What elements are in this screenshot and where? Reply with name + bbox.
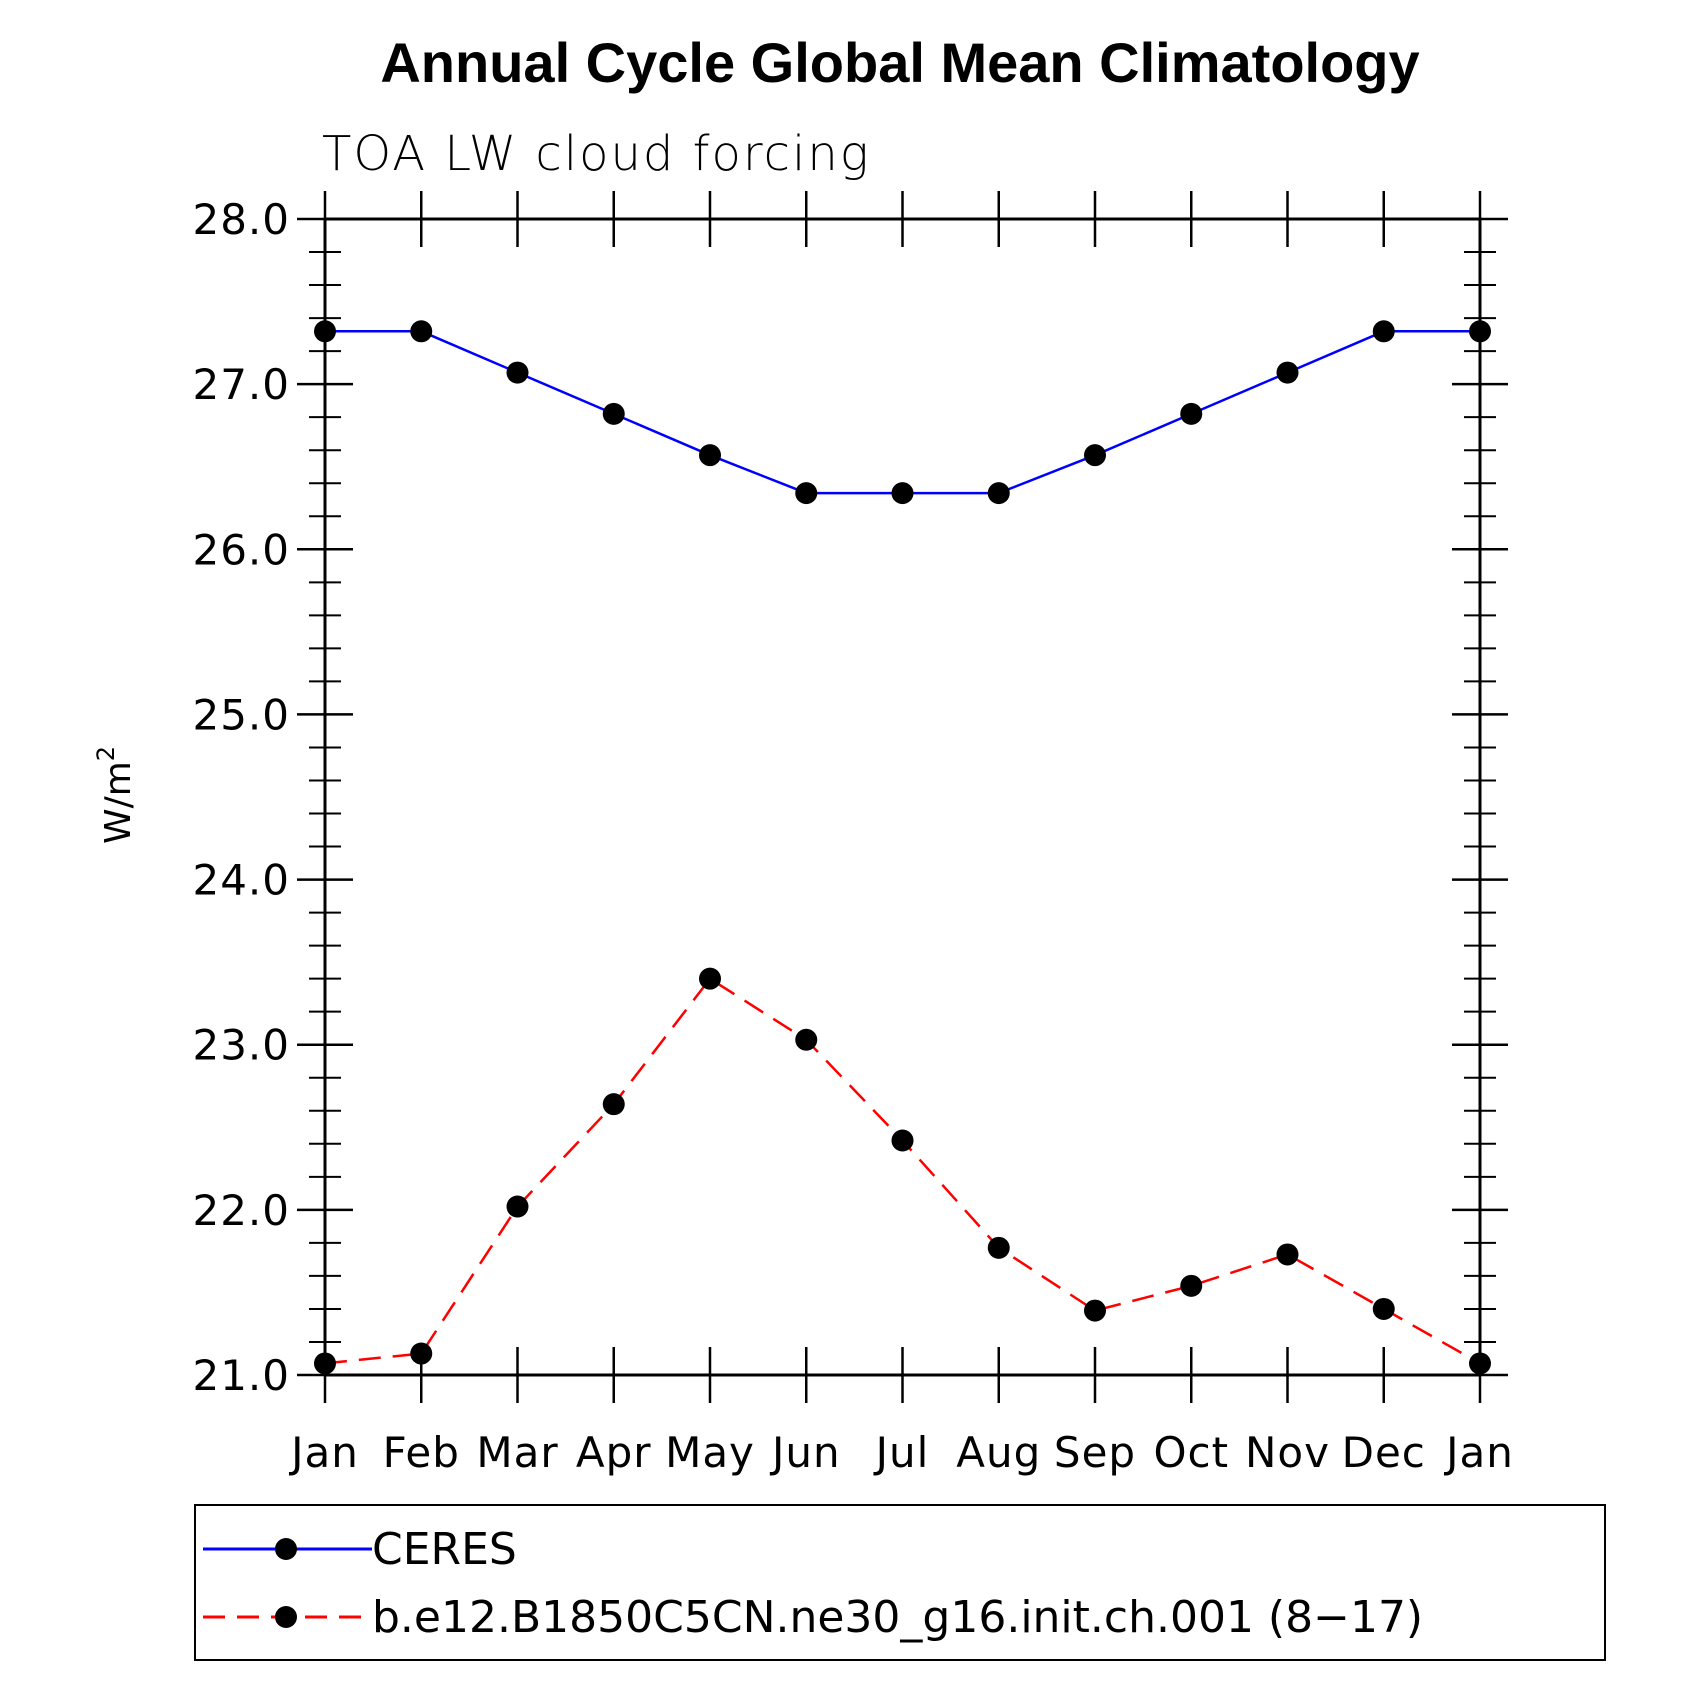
series-0-point: [891, 482, 914, 505]
series-0-point: [314, 320, 336, 343]
x-tick-label: Mar: [476, 1428, 558, 1477]
series-1-point: [314, 1352, 336, 1375]
x-tick-label: Apr: [576, 1428, 652, 1477]
series-1-point: [1084, 1299, 1106, 1322]
series-1-point: [1180, 1274, 1203, 1297]
y-axis-label: W/m2: [92, 746, 139, 844]
x-tick-labels: Jan Feb Mar Apr May Jun Jul Aug Sep Oct Nov Dec Jan: [288, 1428, 1514, 1477]
axis-ticks: [297, 191, 1508, 1403]
y-tick-label: 28.0: [192, 195, 290, 244]
y-axis-label-base: W/m: [98, 761, 139, 844]
x-tick-label: Oct: [1153, 1428, 1229, 1477]
y-tick-label: 24.0: [192, 856, 290, 905]
plot-border: [323, 217, 1482, 1377]
legend: CERES b.e12.B1850C5CN.ne30_g16.init.ch.0…: [194, 1504, 1606, 1661]
series-1-point: [699, 967, 721, 990]
y-tick-label: 27.0: [192, 360, 290, 409]
svg-text:W/m2: W/m2: [92, 746, 139, 844]
y-tick-labels: 21.0 22.0 23.0 24.0 25.0 26.0 27.0 28.0: [192, 195, 290, 1400]
series-0-point: [1372, 320, 1395, 343]
x-tick-label: May: [665, 1428, 755, 1477]
series-0-point: [795, 482, 818, 505]
series-1-point: [1276, 1243, 1299, 1266]
series-1-point: [506, 1195, 529, 1218]
x-tick-label: Jun: [769, 1428, 841, 1477]
series-1-point: [795, 1028, 818, 1051]
series-line-0: [325, 330, 1480, 495]
legend-label-model: b.e12.B1850C5CN.ne30_g16.init.ch.001 (8−…: [372, 1592, 1423, 1643]
chart-subtitle: TOA LW cloud forcing: [322, 126, 871, 182]
series-0-point: [1084, 444, 1106, 467]
x-tick-label: Jan: [1443, 1428, 1514, 1477]
series-0-point: [1276, 361, 1299, 384]
series-1-point: [410, 1342, 433, 1365]
legend-label-ceres: CERES: [372, 1524, 517, 1575]
legend-marker-model: [275, 1606, 297, 1628]
series-1-point: [1469, 1352, 1491, 1375]
y-tick-label: 21.0: [192, 1351, 290, 1400]
series-1-point: [1372, 1297, 1395, 1320]
series-0-point: [410, 320, 433, 343]
series-layer: [314, 320, 1491, 1375]
series-1-point: [602, 1093, 625, 1116]
legend-box: [194, 1504, 1606, 1661]
series-0-point: [602, 402, 625, 425]
x-tick-label: Jul: [873, 1428, 930, 1477]
x-tick-label: Feb: [383, 1428, 460, 1477]
x-tick-label: Dec: [1342, 1428, 1426, 1477]
y-tick-label: 22.0: [192, 1186, 290, 1235]
x-tick-label: Nov: [1245, 1428, 1330, 1477]
y-axis-label-superscript: 2: [92, 746, 120, 761]
series-1-point: [891, 1129, 914, 1152]
x-tick-label: Jan: [288, 1428, 359, 1477]
y-tick-label: 26.0: [192, 525, 290, 574]
y-tick-label: 25.0: [192, 690, 290, 739]
chart-title: Annual Cycle Global Mean Climatology: [380, 31, 1419, 94]
legend-marker-ceres: [275, 1538, 297, 1560]
series-0-point: [699, 444, 721, 467]
series-0-point: [1180, 402, 1203, 425]
y-tick-label: 23.0: [192, 1021, 290, 1070]
x-tick-label: Sep: [1054, 1428, 1136, 1477]
series-line-1: [324, 977, 1481, 1365]
x-tick-label: Aug: [956, 1428, 1041, 1477]
series-1-point: [987, 1236, 1010, 1259]
series-0-point: [506, 361, 529, 384]
series-0-point: [987, 482, 1010, 505]
series-0-point: [1469, 320, 1491, 343]
plot-frame: [323, 217, 1482, 1377]
